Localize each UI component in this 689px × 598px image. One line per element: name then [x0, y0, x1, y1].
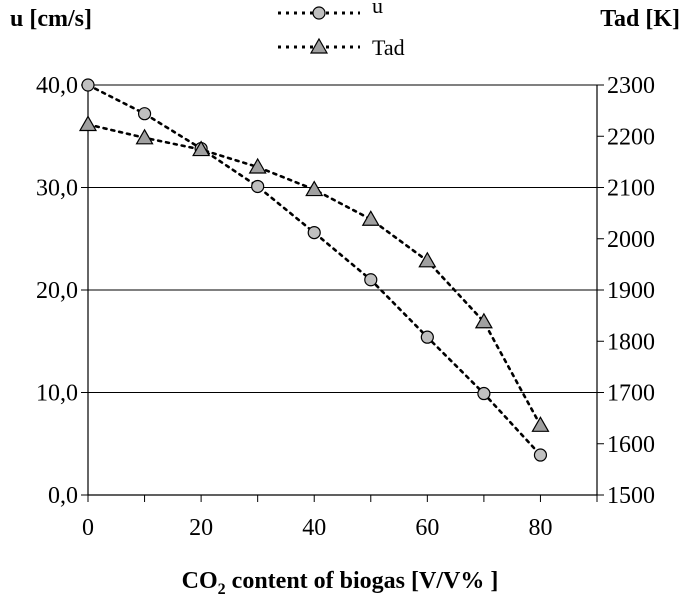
right-tick-label: 2100 [607, 176, 655, 202]
grid-lines [88, 84, 597, 393]
series-line-u [86, 83, 542, 457]
u-point [307, 226, 321, 240]
right-tick-label: 1900 [607, 278, 655, 304]
series-line-tad [86, 123, 542, 427]
u-point [251, 179, 265, 194]
u-point [364, 273, 378, 287]
tad-point [192, 140, 211, 157]
u-point [477, 386, 491, 401]
u-point [81, 78, 95, 92]
x-axis-title: CO2 content of biogas [V/V% ] [182, 568, 499, 598]
axes [81, 84, 604, 502]
x-axis-title-co: CO [182, 568, 218, 594]
left-tick-label: 30,0 [36, 176, 78, 202]
u-point [137, 107, 152, 121]
legend-u-marker [312, 6, 326, 20]
data-markers [78, 78, 550, 462]
x-tick-label: 80 [528, 515, 552, 541]
tad-point [531, 416, 550, 432]
right-tick-label: 2200 [607, 124, 655, 150]
tad-point [361, 210, 380, 226]
x-axis-title-rest: content of biogas [V/V% ] [226, 568, 499, 594]
series-lines [86, 83, 542, 457]
x-tick-label: 40 [302, 515, 326, 541]
left-tick-label: 10,0 [36, 381, 78, 407]
x-tick-label: 0 [82, 515, 94, 541]
legend-tad-marker [309, 37, 329, 54]
left-tick-label: 0,0 [48, 483, 78, 509]
tad-point [135, 128, 154, 145]
tad-point [248, 157, 267, 174]
right-tick-label: 2300 [607, 73, 655, 99]
right-tick-label: 1500 [607, 483, 655, 509]
right-tick-label: 1800 [607, 329, 655, 355]
left-tick-label: 20,0 [36, 278, 78, 304]
u-point [533, 448, 548, 462]
right-tick-label: 1600 [607, 432, 655, 458]
tad-point [78, 115, 98, 132]
legend-tad-label: Tad [372, 35, 405, 60]
y-left-axis-title: u [cm/s] [10, 6, 92, 32]
tad-point [474, 312, 493, 329]
x-tick-label: 20 [189, 515, 213, 541]
legend-u-label: u [372, 0, 383, 18]
u-point [420, 330, 434, 344]
x-axis-title-subscript: 2 [218, 581, 226, 598]
tad-point [305, 180, 324, 197]
left-tick-label: 40,0 [36, 73, 78, 99]
legend: u Tad [278, 0, 405, 60]
tick-labels: 0,0 10,0 20,0 30,0 40,0 1500 1600 1700 1800 1900 2… [36, 73, 655, 541]
tad-point [418, 251, 437, 268]
right-tick-label: 1700 [607, 381, 655, 407]
x-tick-label: 60 [415, 515, 439, 541]
right-tick-label: 2000 [607, 227, 655, 253]
y-right-axis-title: Tad [K] [600, 6, 680, 32]
